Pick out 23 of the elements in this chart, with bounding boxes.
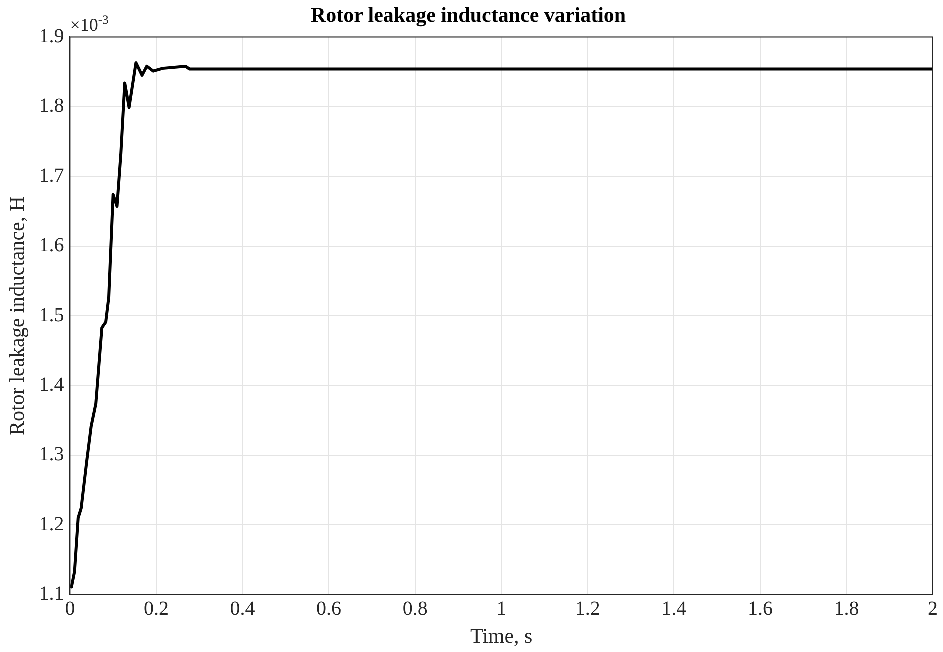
x-tick-label: 0.2 — [144, 598, 169, 620]
x-tick-label: 1.2 — [575, 598, 600, 620]
y-tick-label: 1.9 — [39, 25, 64, 48]
y-tick-label: 1.6 — [39, 234, 64, 257]
x-tick-label: 0.6 — [316, 598, 342, 620]
y-tick-label: 1.4 — [39, 374, 64, 396]
x-tick-label: 0 — [65, 598, 76, 620]
y-tick-label: 1.5 — [39, 304, 64, 326]
x-tick-label: 2 — [928, 598, 938, 620]
y-tick-label: 1.1 — [39, 583, 64, 606]
x-tick-label: 1.4 — [662, 598, 687, 620]
x-tick-label: 0.8 — [402, 598, 428, 620]
x-tick-label: 1.6 — [748, 598, 773, 620]
x-tick-label: 1 — [496, 598, 507, 620]
y-axis-title: Rotor leakage inductance, H — [5, 196, 30, 436]
x-tick-label: 0.4 — [230, 598, 256, 620]
y-tick-label: 1.2 — [39, 513, 64, 536]
chart-title: Rotor leakage inductance variation — [310, 3, 626, 28]
y-tick-label: 1.3 — [39, 444, 64, 466]
y-tick-label: 1.8 — [39, 95, 64, 118]
x-tick-label: 1.8 — [834, 598, 860, 620]
y-tick-label: 1.7 — [39, 164, 64, 187]
x-axis-title: Time, s — [470, 624, 533, 648]
